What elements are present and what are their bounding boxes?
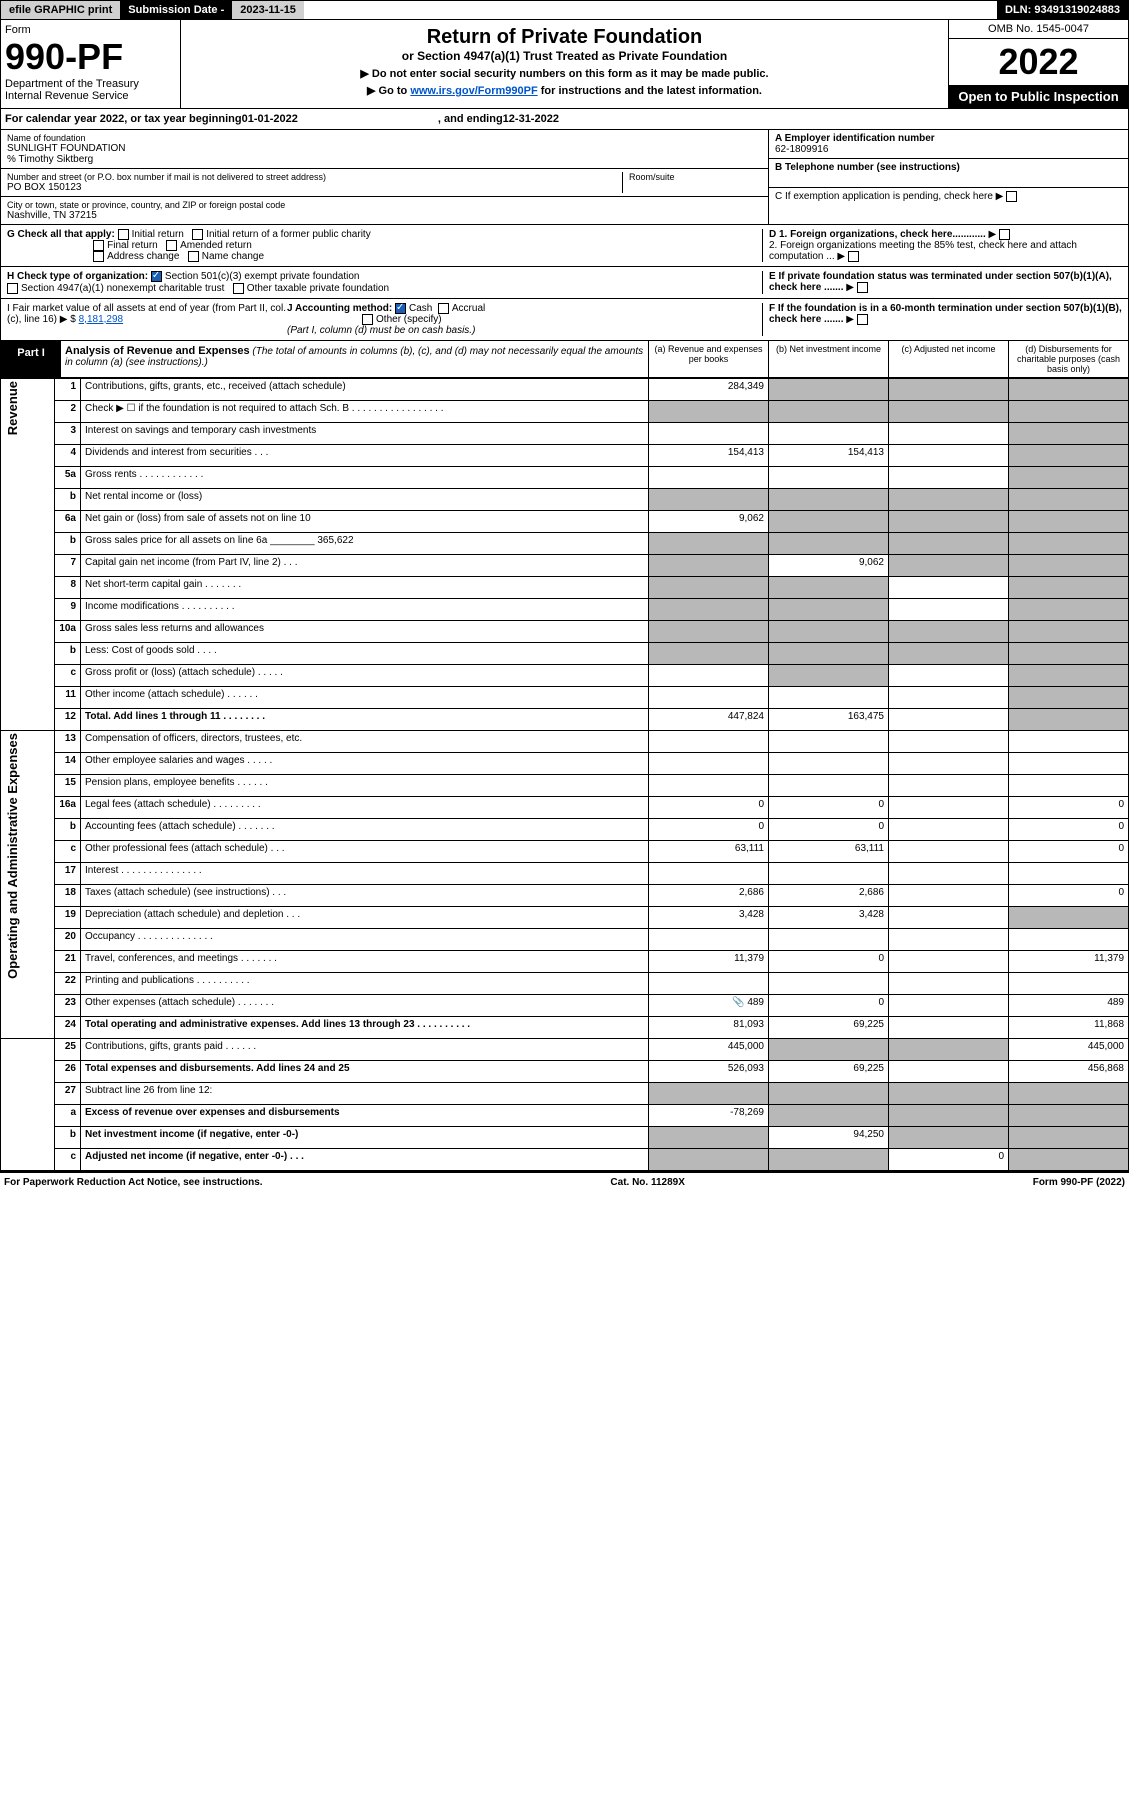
f-label: F If the foundation is in a 60-month ter… bbox=[769, 303, 1122, 325]
submission-date-label: Submission Date - bbox=[120, 1, 232, 19]
cash-basis-note: (Part I, column (d) must be on cash basi… bbox=[287, 325, 475, 336]
final-return-checkbox[interactable] bbox=[93, 240, 104, 251]
section-ij-row: I Fair market value of all assets at end… bbox=[0, 299, 1129, 341]
col-d-header: (d) Disbursements for charitable purpose… bbox=[1008, 341, 1128, 377]
form-instruction2: ▶ Go to www.irs.gov/Form990PF for instru… bbox=[187, 84, 942, 97]
501c3-checkbox[interactable] bbox=[151, 271, 162, 282]
h-label: H Check type of organization: bbox=[7, 272, 148, 283]
60month-checkbox[interactable] bbox=[857, 314, 868, 325]
i-label: I Fair market value of all assets at end… bbox=[7, 303, 286, 325]
address-change-checkbox[interactable] bbox=[93, 251, 104, 262]
exemption-pending-label: C If exemption application is pending, c… bbox=[775, 191, 993, 202]
part1-title: Analysis of Revenue and Expenses bbox=[65, 345, 250, 357]
care-of: % Timothy Siktberg bbox=[7, 154, 762, 165]
g-label: G Check all that apply: bbox=[7, 229, 115, 240]
city-value: Nashville, TN 37215 bbox=[7, 210, 762, 221]
dept2: Internal Revenue Service bbox=[5, 90, 176, 102]
4947-checkbox[interactable] bbox=[7, 283, 18, 294]
dln: DLN: 93491319024883 bbox=[997, 1, 1128, 19]
part1-label: Part I bbox=[1, 341, 61, 377]
year-begin: 01-01-2022 bbox=[242, 113, 298, 125]
ein-value: 62-1809916 bbox=[775, 144, 1122, 155]
room-label: Room/suite bbox=[629, 172, 762, 182]
col-a-header: (a) Revenue and expenses per books bbox=[648, 341, 768, 377]
page-footer: For Paperwork Reduction Act Notice, see … bbox=[0, 1171, 1129, 1192]
telephone-label: B Telephone number (see instructions) bbox=[775, 162, 960, 173]
topbar: efile GRAPHIC print Submission Date - 20… bbox=[0, 0, 1129, 20]
initial-return-checkbox[interactable] bbox=[118, 229, 129, 240]
open-to-public: Open to Public Inspection bbox=[949, 85, 1128, 108]
accrual-checkbox[interactable] bbox=[438, 303, 449, 314]
form-title: Return of Private Foundation bbox=[187, 26, 942, 49]
section-g-row: G Check all that apply: Initial return I… bbox=[0, 225, 1129, 267]
revenue-side-label: Revenue bbox=[5, 381, 20, 435]
paperwork-notice: For Paperwork Reduction Act Notice, see … bbox=[4, 1177, 263, 1188]
part1-table: Revenue 1Contributions, gifts, grants, e… bbox=[0, 378, 1129, 1171]
form-header: Form 990-PF Department of the Treasury I… bbox=[0, 20, 1129, 109]
tax-year: 2022 bbox=[949, 39, 1128, 85]
cash-checkbox[interactable] bbox=[395, 303, 406, 314]
year-end: 12-31-2022 bbox=[503, 113, 559, 125]
other-taxable-checkbox[interactable] bbox=[233, 283, 244, 294]
calendar-year-row: For calendar year 2022, or tax year begi… bbox=[0, 109, 1129, 130]
omb-number: OMB No. 1545-0047 bbox=[949, 20, 1128, 39]
other-method-checkbox[interactable] bbox=[362, 314, 373, 325]
fmv-value[interactable]: 8,181,298 bbox=[79, 314, 124, 325]
foundation-name: SUNLIGHT FOUNDATION bbox=[7, 143, 762, 154]
part1-header: Part I Analysis of Revenue and Expenses … bbox=[0, 341, 1129, 378]
form-ref: Form 990-PF (2022) bbox=[1033, 1177, 1125, 1188]
address-value: PO BOX 150123 bbox=[7, 182, 622, 193]
form-label: Form bbox=[5, 24, 176, 36]
efile-badge: efile GRAPHIC print bbox=[1, 1, 120, 19]
expenses-side-label: Operating and Administrative Expenses bbox=[5, 733, 20, 979]
entity-info: Name of foundation SUNLIGHT FOUNDATION %… bbox=[0, 130, 1129, 225]
foreign-org-checkbox[interactable] bbox=[999, 229, 1010, 240]
form-instruction1: ▶ Do not enter social security numbers o… bbox=[187, 67, 942, 80]
dept1: Department of the Treasury bbox=[5, 78, 176, 90]
name-label: Name of foundation bbox=[7, 133, 762, 143]
d1-label: D 1. Foreign organizations, check here..… bbox=[769, 229, 986, 240]
terminated-checkbox[interactable] bbox=[857, 282, 868, 293]
exemption-checkbox[interactable] bbox=[1006, 191, 1017, 202]
col-b-header: (b) Net investment income bbox=[768, 341, 888, 377]
initial-public-checkbox[interactable] bbox=[192, 229, 203, 240]
j-label: J Accounting method: bbox=[287, 303, 392, 314]
city-label: City or town, state or province, country… bbox=[7, 200, 762, 210]
e-label: E If private foundation status was termi… bbox=[769, 271, 1112, 293]
foreign-85-checkbox[interactable] bbox=[848, 251, 859, 262]
d2-label: 2. Foreign organizations meeting the 85%… bbox=[769, 240, 1077, 262]
amended-return-checkbox[interactable] bbox=[166, 240, 177, 251]
section-h-row: H Check type of organization: Section 50… bbox=[0, 267, 1129, 298]
name-change-checkbox[interactable] bbox=[188, 251, 199, 262]
address-label: Number and street (or P.O. box number if… bbox=[7, 172, 622, 182]
col-c-header: (c) Adjusted net income bbox=[888, 341, 1008, 377]
form-number: 990-PF bbox=[5, 36, 176, 78]
form-subtitle1: or Section 4947(a)(1) Trust Treated as P… bbox=[187, 49, 942, 63]
submission-date-value: 2023-11-15 bbox=[232, 1, 304, 19]
catalog-number: Cat. No. 11289X bbox=[610, 1177, 684, 1188]
ein-label: A Employer identification number bbox=[775, 133, 935, 144]
irs-link[interactable]: www.irs.gov/Form990PF bbox=[410, 85, 537, 97]
